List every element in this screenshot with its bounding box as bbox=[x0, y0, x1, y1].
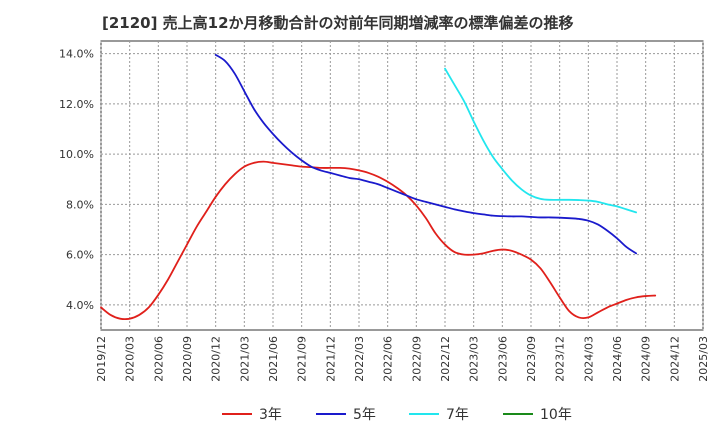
x-tick-label: 2025/03 bbox=[697, 336, 710, 382]
y-tick-label: 12.0% bbox=[59, 98, 94, 111]
x-tick-label: 2022/12 bbox=[439, 336, 452, 382]
legend-label: 10年 bbox=[540, 407, 572, 423]
legend-label: 5年 bbox=[353, 407, 376, 423]
x-tick-label: 2024/09 bbox=[640, 336, 653, 382]
series-line-2 bbox=[444, 67, 638, 214]
x-tick-label: 2023/12 bbox=[554, 336, 567, 382]
x-tick-label: 2020/06 bbox=[152, 336, 165, 382]
chart-title: [2120] 売上高12か月移動合計の対前年同期増減率の標準偏差の推移 bbox=[102, 14, 574, 32]
x-tick-label: 2020/03 bbox=[124, 336, 137, 382]
x-tick-label: 2022/09 bbox=[410, 336, 423, 382]
x-tick-label: 2023/09 bbox=[525, 336, 538, 382]
x-tick-label: 2022/06 bbox=[382, 336, 395, 382]
legend-label: 7年 bbox=[446, 407, 469, 423]
series-line-1 bbox=[214, 53, 638, 255]
x-tick-label: 2023/06 bbox=[496, 336, 509, 382]
x-tick-label: 2024/06 bbox=[611, 336, 624, 382]
series-line-0 bbox=[100, 160, 657, 321]
y-tick-label: 14.0% bbox=[59, 48, 94, 61]
x-tick-label: 2022/03 bbox=[353, 336, 366, 382]
plot-area bbox=[100, 40, 704, 331]
x-tick-label: 2020/12 bbox=[210, 336, 223, 382]
y-tick-label: 4.0% bbox=[66, 299, 94, 312]
x-tick-label: 2021/09 bbox=[296, 336, 309, 382]
y-tick-label: 8.0% bbox=[66, 198, 94, 211]
legend-label: 3年 bbox=[259, 407, 282, 423]
x-tick-label: 2020/09 bbox=[181, 336, 194, 382]
x-tick-label: 2021/03 bbox=[238, 336, 251, 382]
x-tick-label: 2024/12 bbox=[668, 336, 681, 382]
x-tick-label: 2019/12 bbox=[95, 336, 108, 382]
y-tick-label: 10.0% bbox=[59, 148, 94, 161]
x-tick-label: 2023/03 bbox=[468, 336, 481, 382]
x-tick-label: 2021/06 bbox=[267, 336, 280, 382]
x-tick-label: 2024/03 bbox=[582, 336, 595, 382]
x-tick-label: 2021/12 bbox=[324, 336, 337, 382]
y-tick-label: 6.0% bbox=[66, 249, 94, 262]
